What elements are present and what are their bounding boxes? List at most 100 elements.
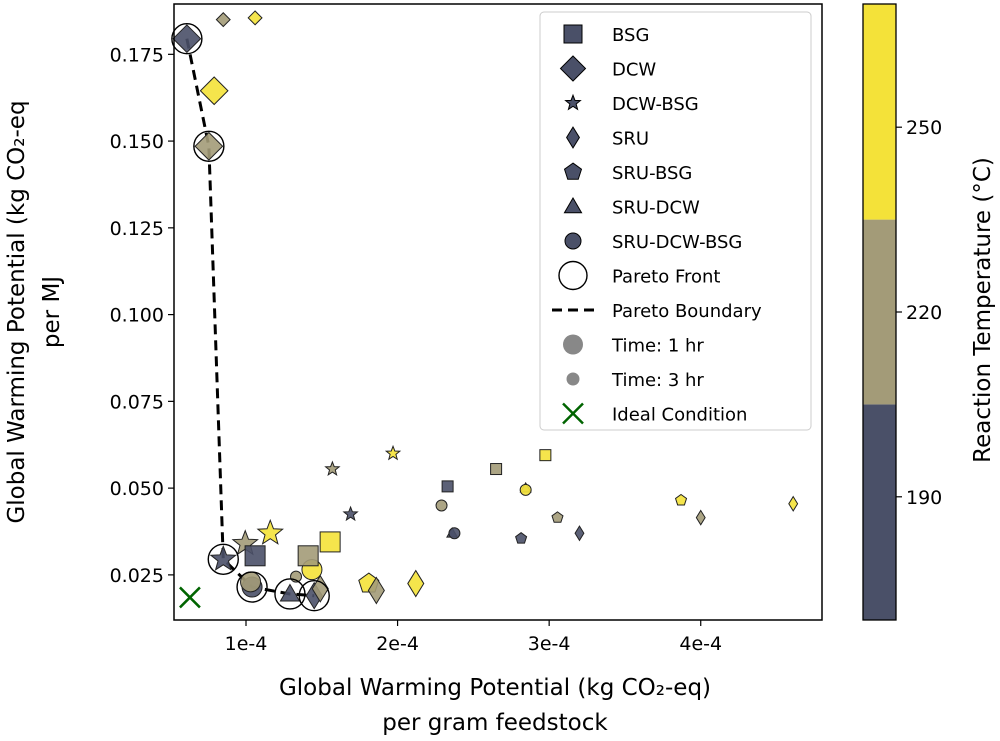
legend-item: SRU [566,126,649,150]
y-tick-label: 0.125 [110,218,164,240]
legend-marker-circle [564,232,582,250]
legend-label: Pareto Boundary [612,301,762,322]
axes-frame [173,3,823,621]
x-tick-label: 2e-4 [376,633,419,655]
legend-marker-pentagon [563,162,583,180]
legend-item: Time: 1 hr [563,334,704,357]
colorbar-tick-label: 190 [906,487,942,509]
pareto-boundary-line [185,38,315,598]
pareto-front-marker [193,130,225,162]
y-tick-label: 0.075 [110,391,164,413]
legend-label: DCW-BSG [612,94,699,115]
colorbar-tick-label: 220 [906,302,942,324]
legend-marker-thin-diamond [566,126,580,149]
ideal-condition-marker [179,586,201,609]
legend-label: SRU-DCW-BSG [612,232,742,253]
legend-label: Time: 1 hr [611,336,704,357]
pareto-boundary-layer [185,38,315,598]
data-point-bsg [297,545,319,567]
pareto-front-marker [298,580,330,612]
data-point-sru-dcw [279,583,301,602]
data-point-sru [788,495,799,512]
y-tick-label: 0.100 [110,305,164,327]
data-point-sru [695,509,706,526]
legend-label: Time: 3 hr [611,370,704,391]
legend-marker-diamond [559,55,587,82]
colorbar-label: Reaction Temperature (°C) [970,157,996,463]
x-tick-label: 3e-4 [528,633,571,655]
x-tick-label: 4e-4 [679,633,722,655]
data-point-sru-bsg [674,493,688,506]
y-axis-label-line-2: per MJ [39,276,65,348]
legend-item: SRU-DCW-BSG [564,232,742,253]
colorbar-segment [863,219,896,405]
plot-area [171,10,799,612]
colorbar: 190 220 250 [862,3,942,621]
colorbar-tick-label: 250 [906,117,942,139]
legend-item: Pareto Front [558,260,720,291]
pareto-front-marker [274,578,306,610]
data-point-bsg [244,545,266,567]
legend-label: SRU [612,129,649,150]
data-point-sru [311,574,329,603]
data-points [172,10,799,610]
data-point-dcw [247,10,263,26]
data-point-sru [574,525,585,542]
data-point-dcw [172,24,202,54]
y-tick-label: 0.025 [110,565,164,587]
colorbar-segment [863,404,896,620]
legend-marker-x-stroke [562,402,584,425]
legend-marker-small-circle [566,372,580,386]
legend-item: BSG [563,24,649,46]
data-point-sru [367,576,385,605]
legend-item: SRU-BSG [563,162,692,184]
colorbar-segment [863,4,896,220]
data-point-sru-dcw-bsg [448,527,461,540]
pareto-front-layer [171,23,330,612]
legend-label: BSG [612,25,649,46]
legend-marker-star [564,93,582,111]
data-point-dcw [199,76,229,106]
legend-label: SRU-BSG [612,163,692,184]
data-point-sru-dcw-bsg [435,499,448,512]
data-point-bsg [441,480,454,493]
y-tick-label: 0.050 [110,478,164,500]
legend-marker-square [563,24,583,44]
legend-item: Ideal Condition [562,402,747,426]
data-point-bsg [319,531,341,553]
legend-marker-big-circle [563,334,583,355]
y-axis-label-line-1: Global Warming Potential (kg CO₂-eq [4,100,30,523]
legend-label: DCW [612,60,656,81]
data-point-sru-bsg [551,511,564,523]
legend-label: Pareto Front [612,267,720,288]
data-point-dcw [194,131,224,161]
data-point-dcw-bsg [342,505,359,522]
legend-box [539,11,812,431]
legend-item: SRU-DCW [563,196,700,219]
legend-item: DCW [559,55,656,82]
pareto-front-marker [171,23,203,55]
x-axis-label-line-1: Global Warming Potential (kg CO₂-eq) [279,675,711,701]
legend-marker-triangle [563,196,583,214]
pareto-front-marker [236,571,268,603]
data-point-dcw-bsg [256,518,284,545]
pareto-front-marker [207,543,239,575]
data-point-dcw [215,12,231,28]
data-point-dcw-bsg [209,544,237,571]
ideal-condition-layer [179,586,201,609]
data-point-sru-dcw-bsg [519,483,532,496]
ideal-x-stroke [179,586,201,609]
legend-item: Time: 3 hr [566,370,704,391]
data-point-sru [407,569,425,598]
data-point-dcw-bsg [324,460,341,476]
legend-item: DCW-BSG [564,93,699,115]
x-axis-label-line-2: per gram feedstock [382,710,608,736]
legend-label: SRU-DCW [612,198,700,219]
data-point-sru-bsg [515,532,528,544]
legend-marker-open-circle [558,260,588,291]
y-tick-label: 0.175 [110,44,164,66]
x-axis: 1e-4 2e-4 3e-4 4e-4 [225,620,722,655]
data-point-bsg [490,463,503,476]
legend: BSG DCW DCW-BSG SRU SRU-BSG SRU-DCW SRU-DCW-BS… [539,11,812,431]
